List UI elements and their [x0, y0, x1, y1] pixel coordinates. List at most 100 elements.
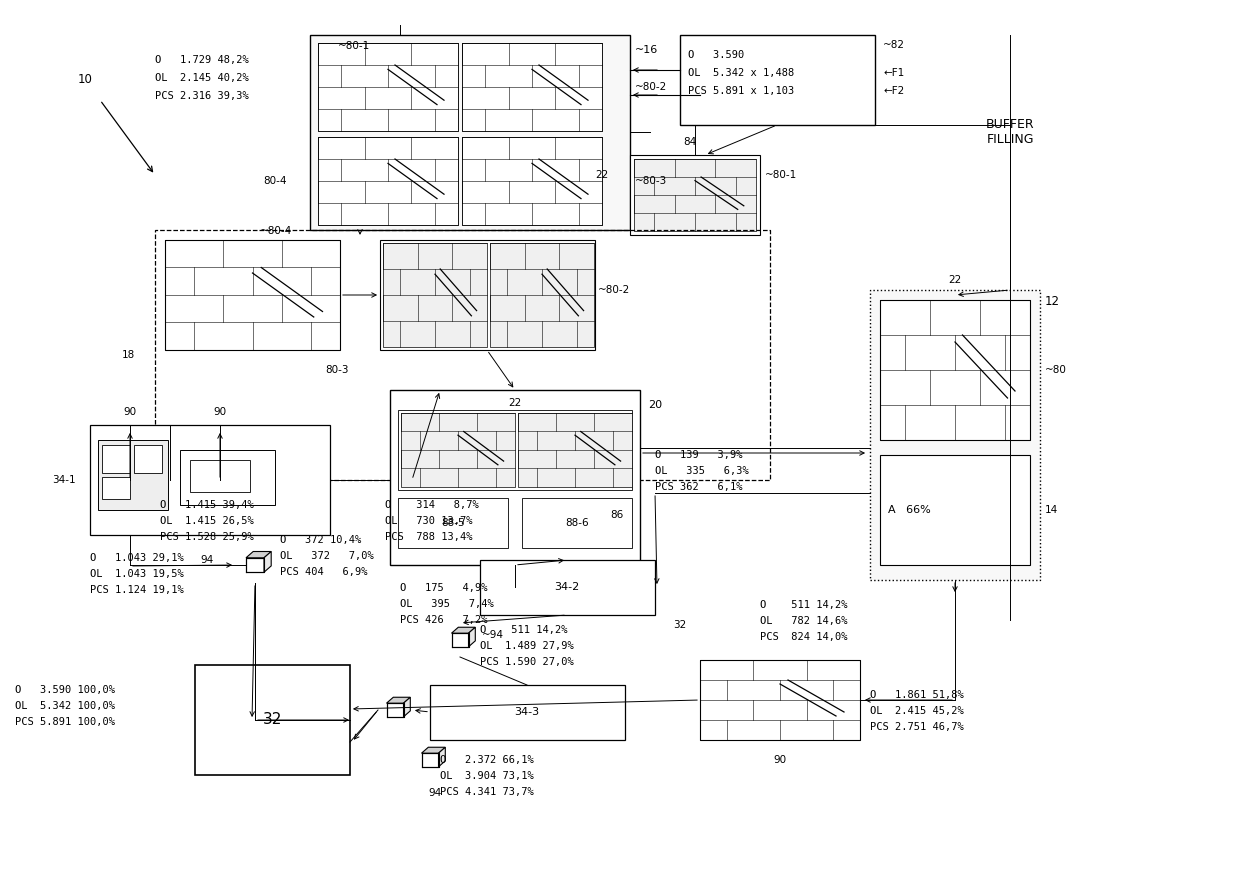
Text: 94: 94: [200, 555, 213, 565]
Bar: [379, 240, 595, 350]
Polygon shape: [387, 698, 410, 703]
Text: PCS 2.751 46,7%: PCS 2.751 46,7%: [870, 722, 963, 732]
Text: OL   730 13,7%: OL 730 13,7%: [384, 516, 472, 526]
Text: 22: 22: [595, 170, 609, 180]
Text: O   2.372 66,1%: O 2.372 66,1%: [440, 755, 533, 765]
Text: 88-5: 88-5: [441, 518, 465, 528]
Polygon shape: [422, 747, 445, 753]
Bar: [165, 240, 340, 350]
Text: ~80-4: ~80-4: [260, 226, 293, 236]
Text: 86: 86: [610, 510, 624, 520]
Text: BUFFER
FILLING: BUFFER FILLING: [986, 118, 1034, 146]
Text: O    511 14,2%: O 511 14,2%: [760, 600, 847, 610]
Bar: [102, 445, 130, 473]
Polygon shape: [439, 747, 445, 766]
Text: 32: 32: [673, 620, 687, 630]
Polygon shape: [451, 627, 475, 633]
Text: O   139   3,9%: O 139 3,9%: [655, 450, 743, 460]
Bar: [317, 137, 458, 225]
Text: PCS 426   7,2%: PCS 426 7,2%: [401, 615, 487, 625]
Text: 10: 10: [78, 73, 93, 86]
Text: 90: 90: [774, 755, 786, 765]
Text: 84: 84: [683, 137, 697, 147]
Bar: [430, 685, 625, 740]
Text: PCS 1.528 25,9%: PCS 1.528 25,9%: [160, 532, 254, 542]
Text: O   1.415 39,4%: O 1.415 39,4%: [160, 500, 254, 510]
Text: 22: 22: [508, 398, 522, 408]
Bar: [680, 35, 875, 125]
Text: A   66%: A 66%: [888, 505, 931, 515]
Text: O   3.590: O 3.590: [688, 50, 744, 60]
Bar: [490, 243, 594, 347]
Text: PCS 404   6,9%: PCS 404 6,9%: [280, 567, 367, 577]
Bar: [401, 413, 515, 487]
Bar: [91, 425, 330, 535]
Text: O   175   4,9%: O 175 4,9%: [401, 583, 487, 593]
Bar: [398, 498, 508, 548]
Text: ~80-1: ~80-1: [765, 170, 797, 180]
Text: 32: 32: [263, 712, 281, 727]
Bar: [190, 460, 250, 492]
Bar: [317, 137, 458, 225]
Text: 80-3: 80-3: [325, 365, 348, 375]
Bar: [98, 440, 167, 510]
Text: PCS 1.124 19,1%: PCS 1.124 19,1%: [91, 585, 184, 595]
Text: OL  2.145 40,2%: OL 2.145 40,2%: [155, 73, 249, 83]
Text: 90: 90: [124, 407, 136, 417]
Text: OL   335   6,3%: OL 335 6,3%: [655, 466, 749, 476]
Text: 34-1: 34-1: [52, 475, 76, 485]
Text: OL   395   7,4%: OL 395 7,4%: [401, 599, 494, 609]
Text: PCS 2.316 39,3%: PCS 2.316 39,3%: [155, 91, 249, 101]
Text: PCS 5.891 x 1,103: PCS 5.891 x 1,103: [688, 86, 795, 96]
Text: O    511 14,2%: O 511 14,2%: [480, 625, 568, 635]
Text: 94: 94: [428, 788, 441, 798]
Text: 20: 20: [649, 400, 662, 410]
Bar: [180, 450, 275, 505]
Bar: [701, 660, 861, 740]
Bar: [383, 243, 487, 347]
Text: PCS 4.341 73,7%: PCS 4.341 73,7%: [440, 787, 533, 797]
Bar: [870, 290, 1040, 580]
Text: OL  5.342 x 1,488: OL 5.342 x 1,488: [688, 68, 795, 78]
Text: 90: 90: [213, 407, 227, 417]
Text: OL  3.904 73,1%: OL 3.904 73,1%: [440, 771, 533, 781]
Bar: [880, 300, 1030, 440]
Text: ~16: ~16: [635, 45, 658, 55]
Text: 34-2: 34-2: [554, 582, 579, 592]
Bar: [102, 477, 130, 499]
Bar: [880, 455, 1030, 565]
Text: ~80-1: ~80-1: [339, 41, 371, 51]
Text: ~94: ~94: [482, 630, 503, 640]
Bar: [398, 410, 632, 490]
Polygon shape: [469, 627, 475, 647]
Polygon shape: [387, 703, 403, 717]
Text: ~82: ~82: [883, 40, 905, 50]
Bar: [518, 413, 632, 487]
Text: 12: 12: [1045, 295, 1060, 308]
Bar: [880, 300, 1030, 440]
Text: O   1.861 51,8%: O 1.861 51,8%: [870, 690, 963, 700]
Bar: [195, 665, 350, 775]
Text: PCS 5.891 100,0%: PCS 5.891 100,0%: [15, 717, 115, 727]
Text: ~80-3: ~80-3: [635, 176, 667, 186]
Polygon shape: [264, 551, 272, 572]
Bar: [317, 43, 458, 131]
Text: OL  1.489 27,9%: OL 1.489 27,9%: [480, 641, 574, 651]
Text: OL   372   7,0%: OL 372 7,0%: [280, 551, 373, 561]
Text: 80-4: 80-4: [263, 176, 286, 186]
Text: ~80-2: ~80-2: [635, 82, 667, 92]
Bar: [317, 43, 458, 131]
Bar: [480, 560, 655, 615]
Text: O   1.729 48,2%: O 1.729 48,2%: [155, 55, 249, 65]
Polygon shape: [451, 633, 469, 647]
Text: 22: 22: [949, 275, 962, 285]
Bar: [310, 35, 630, 230]
Text: PCS 362   6,1%: PCS 362 6,1%: [655, 482, 743, 492]
Text: OL  1.415 26,5%: OL 1.415 26,5%: [160, 516, 254, 526]
Polygon shape: [246, 557, 264, 572]
Text: OL   782 14,6%: OL 782 14,6%: [760, 616, 847, 626]
Bar: [701, 660, 861, 740]
Text: OL  2.415 45,2%: OL 2.415 45,2%: [870, 706, 963, 716]
Bar: [630, 155, 760, 235]
Text: PCS 1.590 27,0%: PCS 1.590 27,0%: [480, 657, 574, 667]
